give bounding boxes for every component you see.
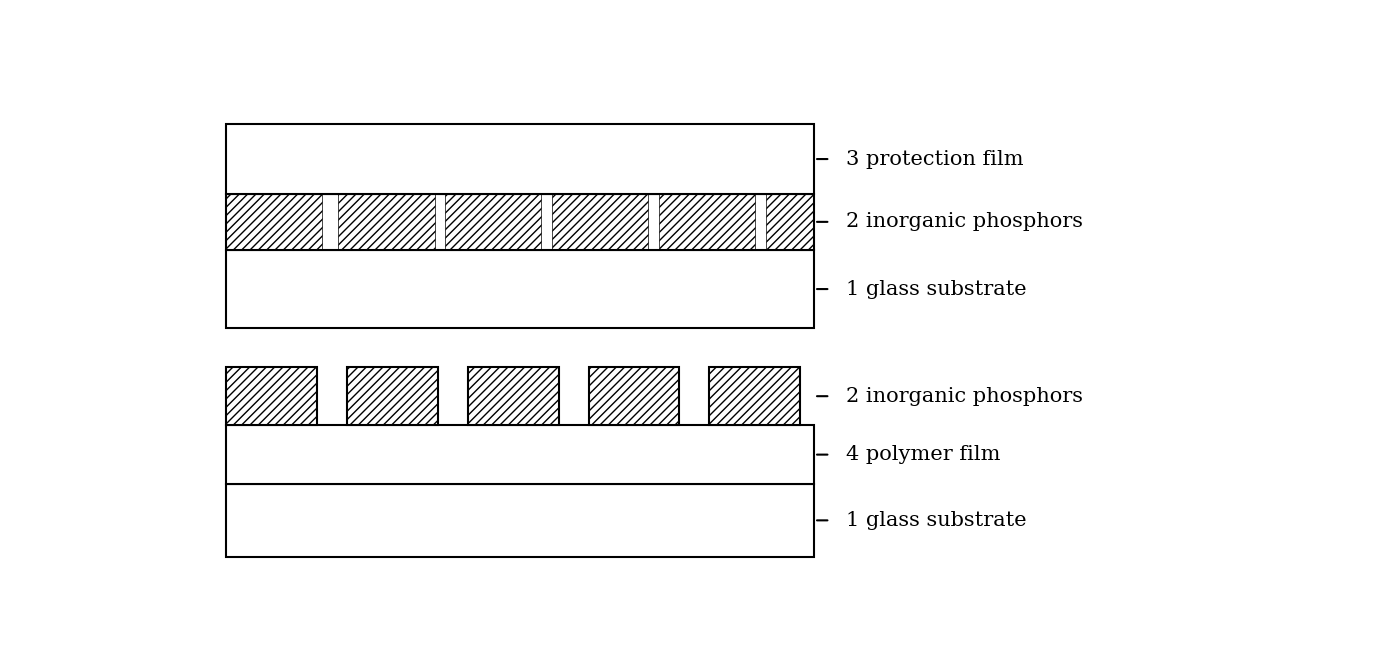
Text: 1 glass substrate: 1 glass substrate — [846, 280, 1027, 299]
Bar — [552, 194, 649, 250]
Bar — [226, 426, 814, 484]
Bar — [338, 194, 435, 250]
Bar — [660, 194, 755, 250]
Bar — [709, 367, 800, 426]
Text: 3 protection film: 3 protection film — [846, 149, 1024, 169]
Bar — [226, 367, 317, 426]
Bar — [226, 194, 323, 250]
Bar — [446, 194, 541, 250]
Bar — [226, 250, 814, 328]
Text: 2 inorganic phosphors: 2 inorganic phosphors — [846, 212, 1083, 231]
Bar — [346, 367, 437, 426]
Text: 4 polymer film: 4 polymer film — [846, 445, 1000, 464]
Bar — [226, 124, 814, 194]
Bar — [226, 194, 814, 250]
Bar — [766, 194, 814, 250]
Bar — [588, 367, 679, 426]
Bar — [226, 194, 814, 250]
Text: 1 glass substrate: 1 glass substrate — [846, 511, 1027, 530]
Bar — [226, 484, 814, 557]
Text: 2 inorganic phosphors: 2 inorganic phosphors — [846, 386, 1083, 406]
Bar — [468, 367, 559, 426]
